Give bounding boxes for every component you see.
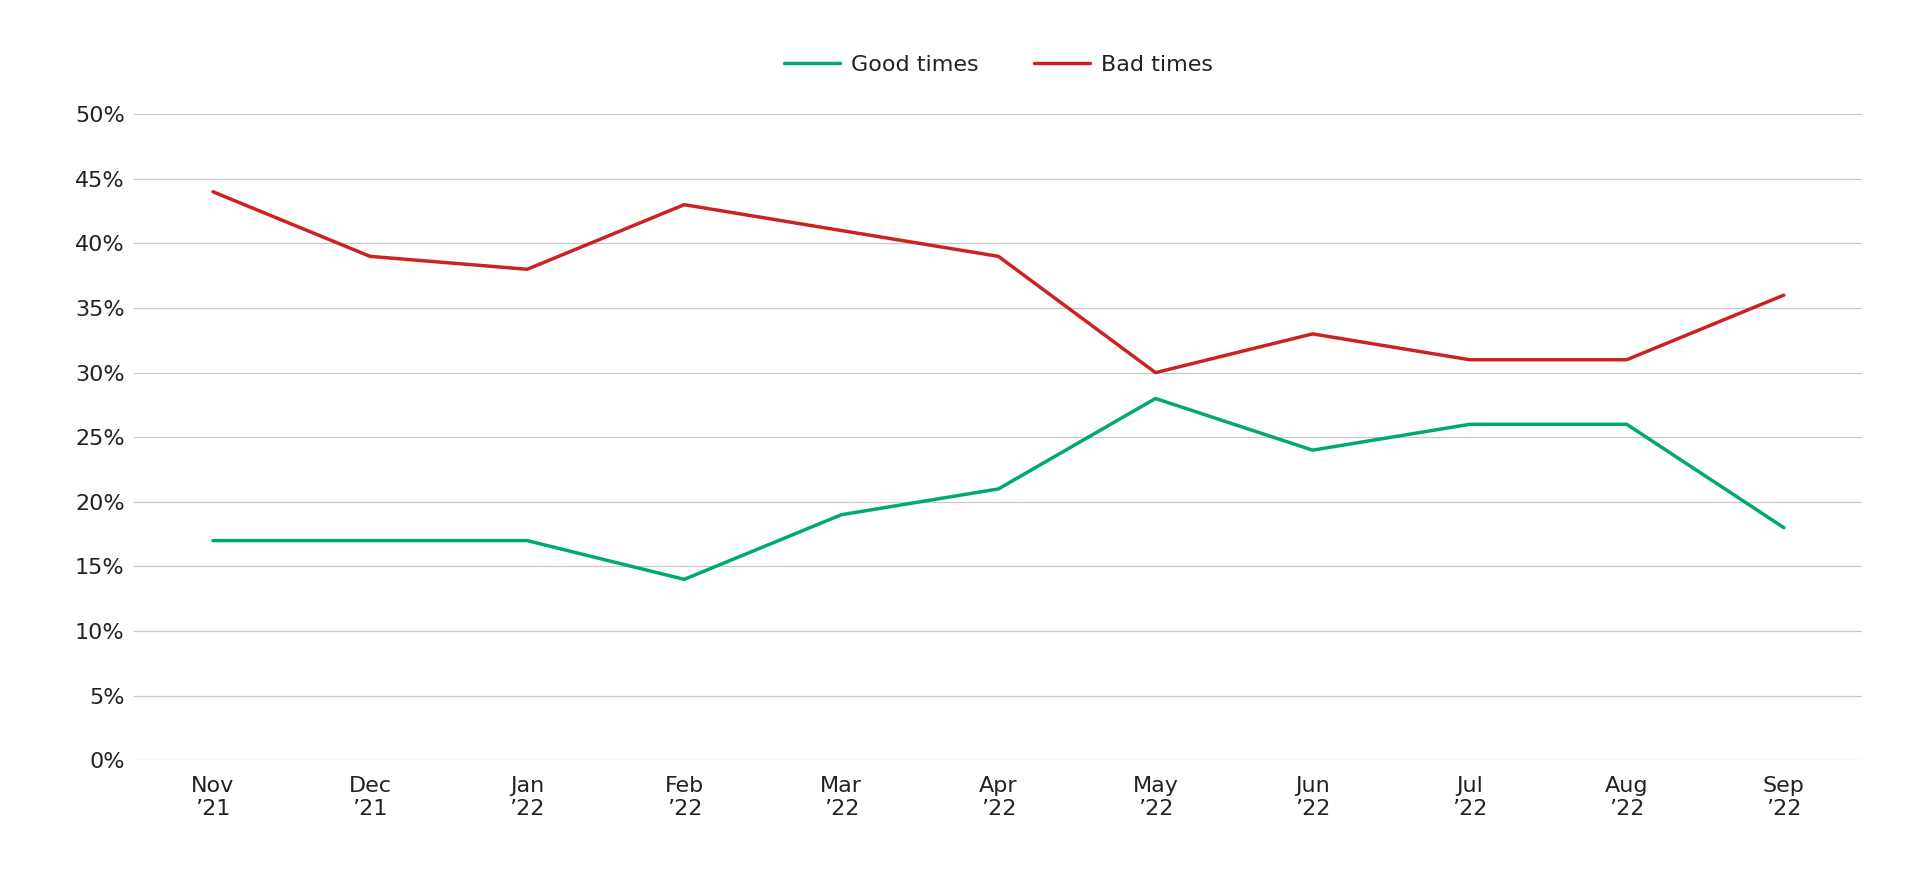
Bad times <box>1144 368 1167 378</box>
Line: Bad times: Bad times <box>213 192 1784 373</box>
Bad times <box>829 225 852 236</box>
Good times <box>1457 419 1480 430</box>
Good times <box>1144 393 1167 404</box>
Line: Good times: Good times <box>213 399 1784 579</box>
Legend: Good times, Bad times: Good times, Bad times <box>776 46 1221 84</box>
Good times <box>1772 522 1795 533</box>
Bad times <box>359 251 382 262</box>
Bad times <box>516 264 540 275</box>
Good times <box>1615 419 1638 430</box>
Good times <box>202 536 225 546</box>
Bad times <box>1302 329 1325 339</box>
Good times <box>516 536 540 546</box>
Bad times <box>1615 354 1638 365</box>
Good times <box>987 484 1010 494</box>
Good times <box>672 574 695 584</box>
Good times <box>1302 445 1325 455</box>
Bad times <box>202 187 225 197</box>
Bad times <box>987 251 1010 262</box>
Good times <box>359 536 382 546</box>
Good times <box>829 509 852 520</box>
Bad times <box>672 200 695 210</box>
Bad times <box>1457 354 1480 365</box>
Bad times <box>1772 290 1795 301</box>
